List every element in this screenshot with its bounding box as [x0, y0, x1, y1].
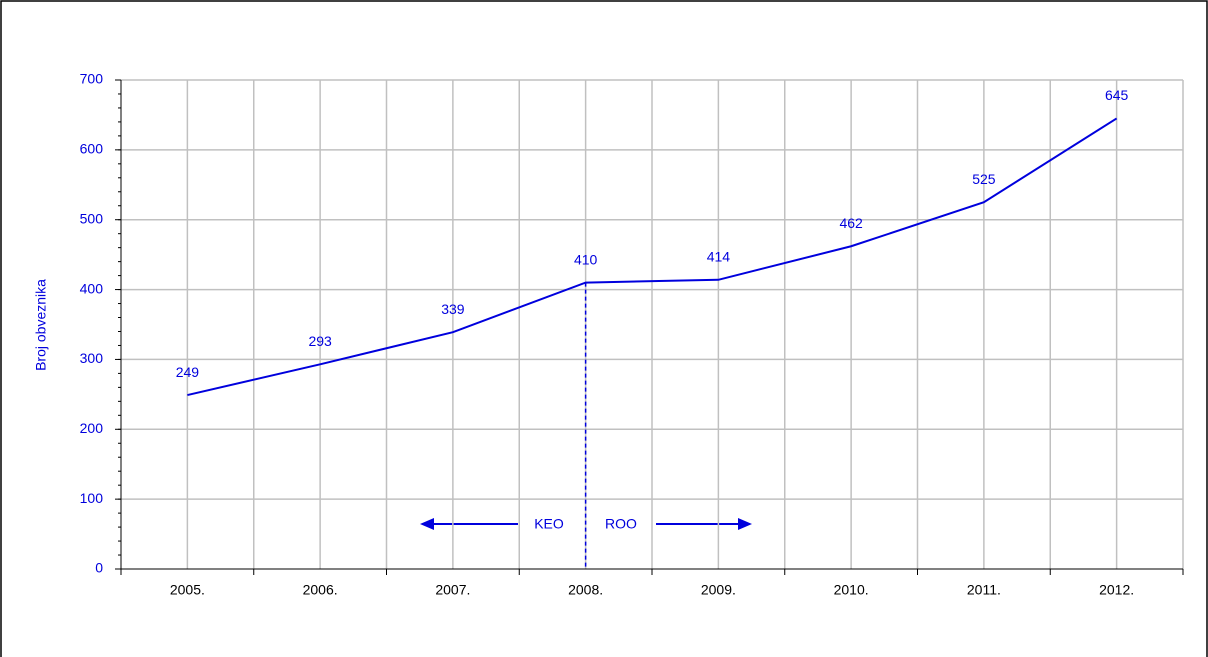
annotation: ROO [605, 516, 637, 532]
x-tick-label: 2010. [834, 582, 869, 598]
x-tick-label: 2006. [303, 582, 338, 598]
arrow-head-left [420, 518, 434, 530]
x-tick-label: 2005. [170, 582, 205, 598]
data-label: 414 [707, 248, 731, 264]
data-label: 525 [972, 171, 996, 187]
data-label: 339 [441, 301, 465, 317]
y-tick-label: 600 [80, 141, 104, 157]
y-tick-label: 500 [80, 210, 104, 226]
data-label: 293 [308, 333, 332, 349]
y-tick-label: 400 [80, 280, 104, 296]
x-tick-label: 2012. [1099, 582, 1134, 598]
y-axis-label: Broj obveznika [33, 279, 49, 371]
x-tick-label: 2007. [435, 582, 470, 598]
x-tick-label: 2011. [967, 582, 1001, 598]
annotation: KEO [534, 516, 564, 532]
annotation-arrows [420, 518, 752, 530]
data-label: 462 [839, 215, 863, 231]
x-tick-label: 2008. [568, 582, 603, 598]
arrow-head-right [738, 518, 752, 530]
y-tick-label: 700 [80, 71, 104, 87]
data-label: 249 [176, 364, 200, 380]
x-tick-label: 2009. [701, 582, 736, 598]
data-label: 645 [1105, 87, 1129, 103]
data-line [187, 117, 1118, 397]
y-tick-label: 0 [95, 560, 103, 576]
y-tick-label: 200 [80, 420, 104, 436]
data-label: 410 [574, 251, 598, 267]
y-tick-label: 100 [80, 490, 104, 506]
y-tick-label: 300 [80, 350, 104, 366]
